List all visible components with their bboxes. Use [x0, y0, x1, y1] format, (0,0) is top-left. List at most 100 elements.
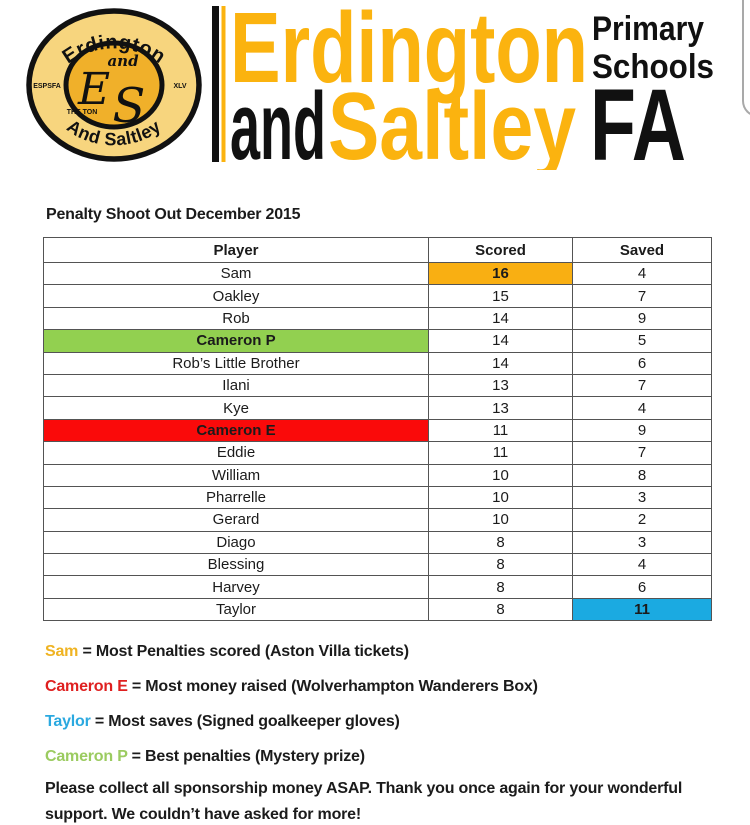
cell-saved: 7 [572, 441, 712, 465]
cell-scored: 8 [428, 553, 573, 577]
results-table: Player Scored Saved Sam 16 4 Oakley 15 7 Rob 14 9 C… [43, 237, 712, 622]
legend-item: Sam = Most Penalties scored (Aston Villa… [45, 643, 409, 660]
table-row: Rob 14 9 [43, 306, 712, 331]
cell-saved: 7 [572, 373, 712, 398]
table-row: Gerard 10 2 [43, 508, 712, 532]
cell-saved: 2 [572, 508, 712, 532]
table-row: Oakley 15 7 [43, 284, 712, 308]
cell-saved: 3 [572, 530, 712, 555]
cell-saved: 7 [572, 284, 712, 308]
cell-player: Gerard [43, 508, 429, 532]
column-header: Saved [572, 237, 712, 263]
table-row: Diago 8 3 [43, 530, 712, 555]
legend-player-name: Cameron P [45, 748, 128, 765]
cell-scored: 14 [428, 306, 573, 331]
badge-monogram-and: and [107, 52, 139, 70]
cell-saved: 11 [572, 597, 712, 622]
cell-scored: 13 [428, 373, 573, 398]
table-row: Cameron E 11 9 [43, 418, 712, 443]
table-row: Sam 16 4 [43, 261, 712, 286]
cell-scored: 10 [428, 463, 573, 487]
cell-saved: 6 [572, 575, 712, 599]
cell-saved: 4 [572, 396, 712, 420]
cell-player: Eddie [43, 441, 429, 465]
header-divider-black-bar [212, 6, 219, 162]
legend-item: Cameron E = Most money raised (Wolverham… [45, 678, 538, 695]
legend: Sam = Most Penalties scored (Aston Villa… [45, 641, 745, 781]
cell-player: Sam [43, 261, 429, 286]
cell-scored: 10 [428, 508, 573, 532]
badge-monogram-s: S [113, 78, 146, 134]
table-row: Harvey 8 6 [43, 575, 712, 599]
club-badge-logo: Erdington And Saltley ESPSFA XLV THE TON… [26, 8, 202, 162]
table-row: Blessing 8 4 [43, 553, 712, 577]
legend-player-name: Cameron E [45, 678, 128, 695]
cell-player: Oakley [43, 284, 429, 308]
wordmark-and: and [230, 73, 326, 170]
wordmark-fa: FA [590, 68, 686, 170]
cell-scored: 14 [428, 351, 573, 375]
footer-line: support. We couldn’t have asked for more… [45, 806, 362, 823]
footer-note: Please collect all sponsorship money ASA… [45, 776, 745, 825]
cell-saved: 9 [572, 418, 712, 443]
cell-player: Harvey [43, 575, 429, 599]
scrollbar-edge[interactable] [742, 0, 750, 117]
cell-scored: 11 [428, 441, 573, 465]
header-wordmark: Erdington and Saltley Primary Schools FA [212, 0, 714, 170]
cell-saved: 4 [572, 553, 712, 577]
wordmark-schools: Schools [592, 48, 714, 86]
cell-scored: 8 [428, 597, 573, 622]
cell-player: Cameron E [43, 418, 429, 443]
table-row: Cameron P 14 5 [43, 329, 712, 353]
badge-monogram-e: E [77, 64, 110, 115]
wordmark-primary: Primary [592, 10, 704, 48]
table-row: Rob’s Little Brother 14 6 [43, 351, 712, 375]
cell-saved: 9 [572, 306, 712, 331]
legend-item: Taylor = Most saves (Signed goalkeeper g… [45, 713, 400, 730]
cell-saved: 8 [572, 463, 712, 487]
results-table-header-row: Player Scored Saved [43, 237, 712, 263]
cell-player: Rob’s Little Brother [43, 351, 429, 375]
cell-saved: 4 [572, 261, 712, 286]
cell-scored: 11 [428, 418, 573, 443]
table-row: William 10 8 [43, 463, 712, 487]
column-header: Scored [428, 237, 573, 263]
cell-player: Pharrelle [43, 485, 429, 510]
cell-player: Rob [43, 306, 429, 331]
legend-item: Cameron P = Best penalties (Mystery priz… [45, 748, 365, 765]
table-row: Ilani 13 7 [43, 373, 712, 398]
cell-scored: 10 [428, 485, 573, 510]
table-row: Eddie 11 7 [43, 441, 712, 465]
results-table-body: Sam 16 4 Oakley 15 7 Rob 14 9 Cameron P 14 5 Rob’s L… [43, 261, 712, 622]
cell-saved: 6 [572, 351, 712, 375]
cell-player: Ilani [43, 373, 429, 398]
legend-player-name: Sam [45, 643, 79, 660]
cell-saved: 3 [572, 485, 712, 510]
table-row: Kye 13 4 [43, 396, 712, 420]
footer-line: Please collect all sponsorship money ASA… [45, 780, 683, 797]
legend-player-name: Taylor [45, 713, 91, 730]
cell-player: Kye [43, 396, 429, 420]
badge-banner-text: THE TON [67, 109, 98, 116]
cell-player: Diago [43, 530, 429, 555]
cell-scored: 14 [428, 329, 573, 353]
cell-scored: 8 [428, 530, 573, 555]
cell-player: William [43, 463, 429, 487]
wordmark-saltley: Saltley [328, 73, 576, 170]
badge-right-text: XLV [173, 83, 186, 90]
cell-saved: 5 [572, 329, 712, 353]
badge-inner-oval [63, 40, 165, 130]
cell-player: Blessing [43, 553, 429, 577]
cell-scored: 15 [428, 284, 573, 308]
wordmark-erdington: Erdington [230, 0, 588, 104]
badge-left-text: ESPSFA [33, 83, 61, 90]
cell-scored: 16 [428, 261, 573, 286]
page-title: Penalty Shoot Out December 2015 [46, 206, 301, 223]
header-divider-yellow-bar [221, 6, 226, 162]
cell-scored: 8 [428, 575, 573, 599]
table-row: Pharrelle 10 3 [43, 485, 712, 510]
cell-player: Taylor [43, 597, 429, 622]
cell-scored: 13 [428, 396, 573, 420]
column-header: Player [43, 237, 429, 263]
